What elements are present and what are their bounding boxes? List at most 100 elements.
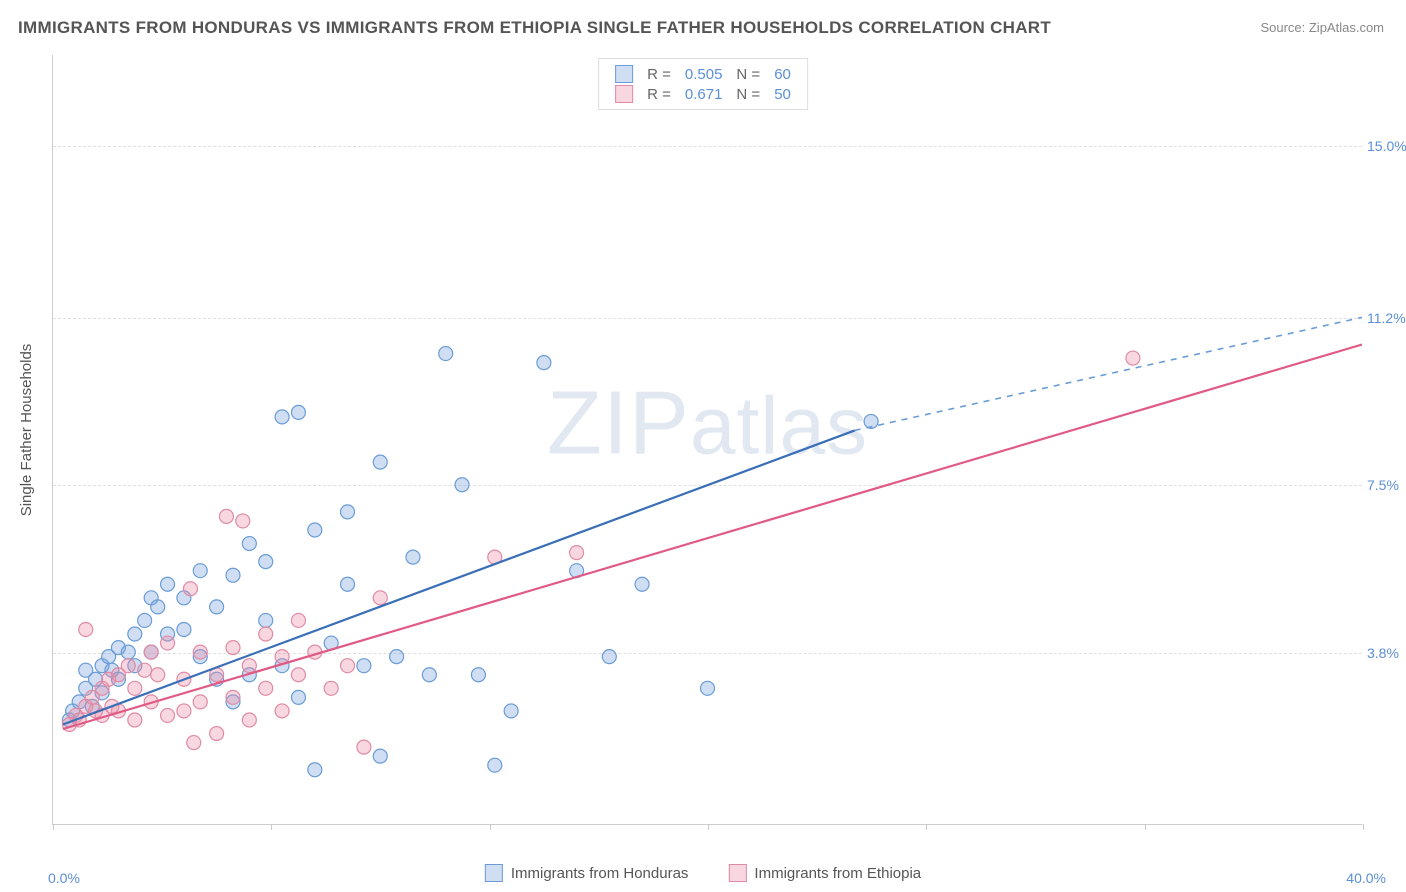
data-point <box>151 600 165 614</box>
n-label: N = <box>736 86 760 103</box>
data-point <box>121 645 135 659</box>
r-label: R = <box>647 86 671 103</box>
data-point <box>341 659 355 673</box>
data-point <box>275 704 289 718</box>
data-point <box>259 555 273 569</box>
legend-item: Immigrants from Honduras <box>485 864 689 882</box>
trend-line <box>63 345 1362 729</box>
data-point <box>128 681 142 695</box>
data-point <box>161 708 175 722</box>
correlation-legend: R = 0.505 N = 60 R = 0.671 N = 50 <box>598 58 808 110</box>
x-tick <box>490 824 491 830</box>
swatch-ethiopia <box>615 85 633 103</box>
data-point <box>488 758 502 772</box>
swatch-honduras <box>615 65 633 83</box>
y-axis-label: Single Father Households <box>18 344 35 517</box>
data-point <box>138 613 152 627</box>
data-point <box>537 356 551 370</box>
data-point <box>455 478 469 492</box>
data-point <box>635 577 649 591</box>
legend-item: Immigrants from Ethiopia <box>728 864 921 882</box>
data-point <box>144 645 158 659</box>
x-tick <box>1363 824 1364 830</box>
data-point <box>210 727 224 741</box>
x-tick <box>708 824 709 830</box>
trend-line-extrapolated <box>855 317 1362 430</box>
data-point <box>373 455 387 469</box>
x-max-label: 40.0% <box>1346 870 1386 886</box>
trend-line <box>63 430 855 724</box>
data-point <box>259 627 273 641</box>
data-point <box>193 695 207 709</box>
data-point <box>373 749 387 763</box>
n-value-ethiopia: 50 <box>774 86 791 103</box>
data-point <box>291 613 305 627</box>
data-point <box>373 591 387 605</box>
data-point <box>121 659 135 673</box>
data-point <box>357 740 371 754</box>
data-point <box>308 763 322 777</box>
data-point <box>1126 351 1140 365</box>
x-tick <box>1145 824 1146 830</box>
data-point <box>259 613 273 627</box>
x-min-label: 0.0% <box>48 870 80 886</box>
x-tick <box>926 824 927 830</box>
data-point <box>210 600 224 614</box>
x-tick <box>53 824 54 830</box>
y-tick-label: 3.8% <box>1367 645 1406 661</box>
data-point <box>291 690 305 704</box>
data-point <box>177 704 191 718</box>
data-point <box>308 523 322 537</box>
x-tick <box>271 824 272 830</box>
data-point <box>193 645 207 659</box>
data-point <box>570 546 584 560</box>
data-point <box>236 514 250 528</box>
data-point <box>151 668 165 682</box>
legend-swatch <box>728 864 746 882</box>
data-point <box>504 704 518 718</box>
data-point <box>602 650 616 664</box>
data-point <box>422 668 436 682</box>
data-point <box>242 537 256 551</box>
data-point <box>177 622 191 636</box>
data-point <box>161 577 175 591</box>
r-label: R = <box>647 66 671 83</box>
scatter-svg <box>53 55 1362 824</box>
data-point <box>259 681 273 695</box>
data-point <box>226 568 240 582</box>
y-tick-label: 7.5% <box>1367 477 1406 493</box>
legend-label: Immigrants from Honduras <box>511 865 689 882</box>
data-point <box>138 663 152 677</box>
data-point <box>226 690 240 704</box>
data-point <box>187 736 201 750</box>
data-point <box>183 582 197 596</box>
data-point <box>471 668 485 682</box>
data-point <box>406 550 420 564</box>
source-label: Source: ZipAtlas.com <box>1260 20 1384 35</box>
data-point <box>357 659 371 673</box>
legend-swatch <box>485 864 503 882</box>
data-point <box>242 659 256 673</box>
data-point <box>219 509 233 523</box>
data-point <box>439 347 453 361</box>
y-tick-label: 15.0% <box>1367 138 1406 154</box>
data-point <box>128 627 142 641</box>
data-point <box>79 622 93 636</box>
data-point <box>128 713 142 727</box>
plot-area: ZIPatlas 3.8%7.5%11.2%15.0% <box>52 55 1362 825</box>
data-point <box>291 668 305 682</box>
data-point <box>390 650 404 664</box>
data-point <box>291 405 305 419</box>
n-value-honduras: 60 <box>774 66 791 83</box>
legend-label: Immigrants from Ethiopia <box>754 865 921 882</box>
data-point <box>324 681 338 695</box>
r-value-honduras: 0.505 <box>685 66 723 83</box>
data-point <box>193 564 207 578</box>
data-point <box>275 410 289 424</box>
data-point <box>161 636 175 650</box>
data-point <box>242 713 256 727</box>
bottom-legend: Immigrants from Honduras Immigrants from … <box>485 864 921 882</box>
y-tick-label: 11.2% <box>1367 310 1406 326</box>
data-point <box>701 681 715 695</box>
n-label: N = <box>736 66 760 83</box>
